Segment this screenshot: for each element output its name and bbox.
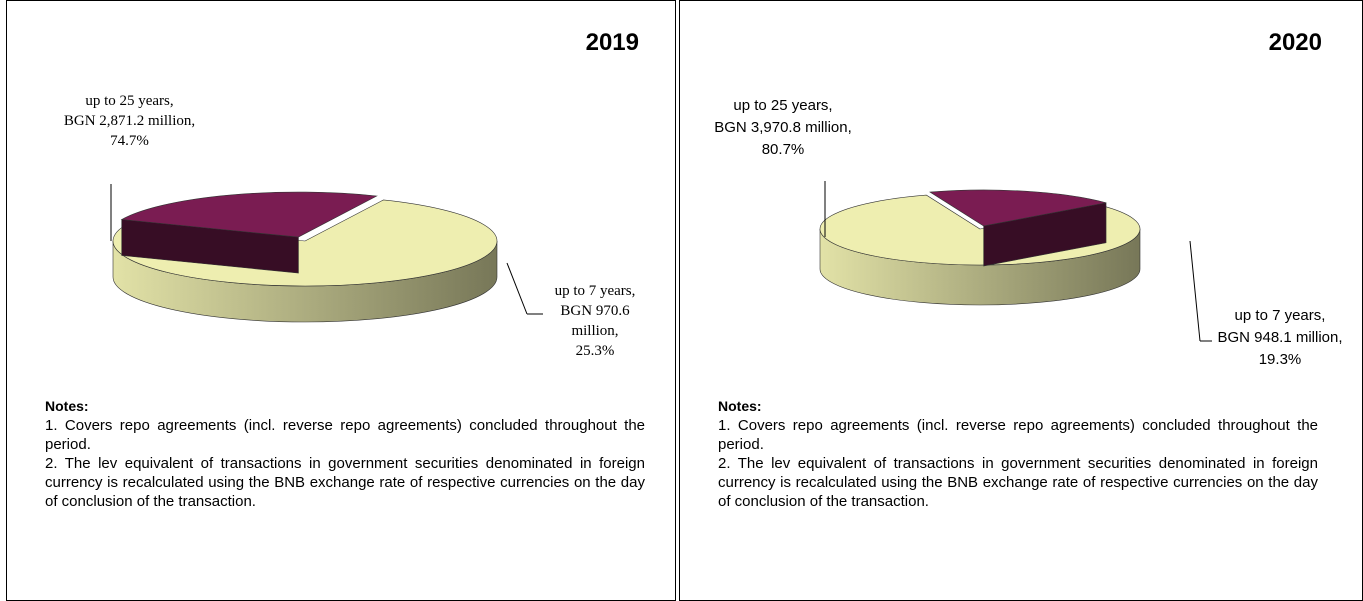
amount-label: BGN 948.1 million, [1217,329,1343,346]
category-label: up to 7 years, [554,283,636,299]
value-label: 80.7% [761,141,805,158]
chart-title: 2019 [585,29,639,56]
data-label: up to 7 years, BGN 970.6 million, 25.3% [545,281,645,361]
chart-panel: 2020 up to 25 years, BGN 3,970.8 million, 8… [679,0,1363,601]
amount-label: BGN 3,970.8 million, [714,119,852,136]
pie-slice [929,189,1107,267]
pie-chart [819,181,1212,342]
data-label: up to 25 years, BGN 3,970.8 million, 80.7% [708,95,858,161]
data-label: up to 7 years, BGN 948.1 million, 19.3% [1210,305,1350,371]
value-label: 19.3% [1258,351,1302,368]
notes-heading: Notes: [718,398,762,414]
category-label: up to 25 years, [733,97,833,114]
category-label: up to 25 years, [85,93,174,109]
note-item: 2. The lev equivalent of transactions in… [45,455,645,510]
data-label: up to 25 years, BGN 2,871.2 million, 74.7% [47,91,212,151]
leader-line [1189,240,1201,342]
slice-top [120,191,378,238]
note-item: 1. Covers repo agreements (incl. reverse… [45,417,645,453]
note-item: 2. The lev equivalent of transactions in… [718,455,1318,510]
pie-chart [110,184,543,323]
amount-label: BGN 970.6 million, [560,303,630,339]
notes: Notes: 1. Covers repo agreements (incl. r… [45,397,645,511]
notes: Notes: 1. Covers repo agreements (incl. r… [718,397,1318,511]
leader-line [506,262,528,315]
category-label: up to 7 years, [1234,307,1326,324]
value-label: 74.7% [110,133,149,149]
slice-top [929,189,1107,227]
pie-slice [112,199,498,323]
notes-heading: Notes: [45,398,89,414]
value-label: 25.3% [575,343,615,359]
chart-panel: 2019 up to 25 years, BGN 2,871.2 million, 7… [6,0,676,601]
note-item: 1. Covers repo agreements (incl. reverse… [718,417,1318,453]
pie-slice [120,191,378,274]
amount-label: BGN 2,871.2 million, [63,113,196,129]
chart-title: 2020 [1268,29,1322,56]
